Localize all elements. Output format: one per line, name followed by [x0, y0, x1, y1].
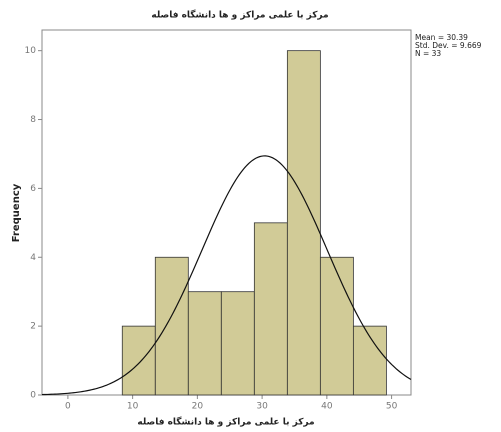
x-tick-label: 20	[192, 402, 204, 412]
bar	[320, 257, 353, 395]
y-tick-label: 8	[30, 115, 36, 125]
bar	[155, 257, 188, 395]
y-tick-label: 6	[30, 184, 36, 194]
chart: مرکز با علمی مراکز و ها دانشگاه فاصله مر…	[0, 0, 501, 432]
x-tick-label: 0	[65, 402, 71, 412]
y-tick-label: 2	[30, 322, 36, 332]
x-axis-label: مرکز با علمی مراکز و ها دانشگاه فاصله	[137, 416, 314, 428]
y-axis-label: Frequency	[11, 183, 22, 242]
bar	[254, 223, 287, 395]
y-tick-label: 10	[25, 46, 37, 56]
bar	[188, 292, 221, 395]
stats-label: N = 33	[415, 49, 441, 58]
y-tick-label: 0	[30, 391, 36, 401]
x-tick-label: 50	[386, 402, 398, 412]
x-tick-label: 30	[256, 402, 268, 412]
bar	[221, 292, 254, 395]
page: {"chart_data": {"type": "histogram", "ti…	[0, 0, 501, 432]
bar	[122, 326, 155, 395]
y-tick-label: 4	[30, 253, 36, 263]
x-tick-label: 40	[321, 402, 333, 412]
x-tick-label: 10	[127, 402, 139, 412]
chart-title: مرکز با علمی مراکز و ها دانشگاه فاصله	[151, 9, 328, 21]
